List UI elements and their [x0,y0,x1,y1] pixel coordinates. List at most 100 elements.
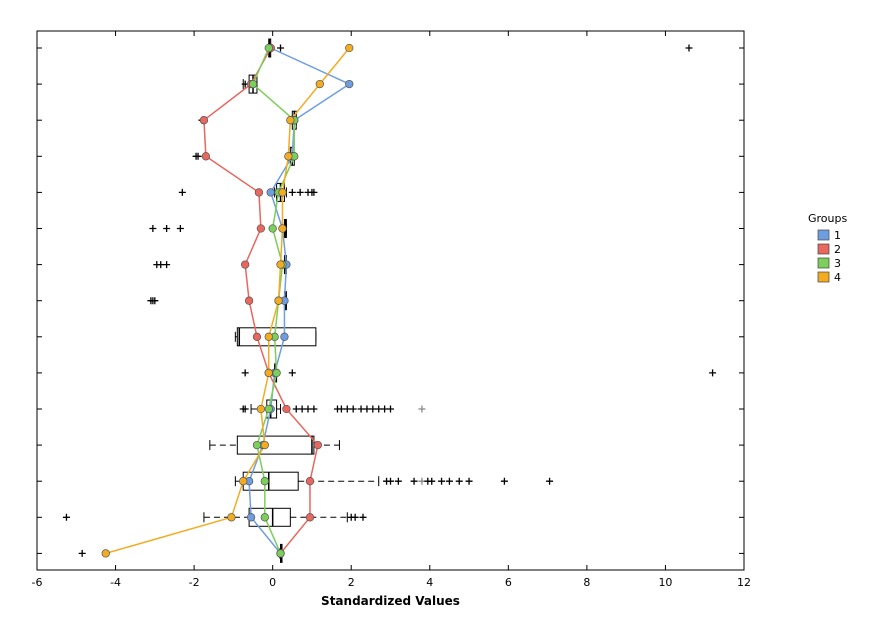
outlier-marker [375,405,383,413]
x-tick-label: 4 [426,576,433,589]
data-point [256,404,266,414]
legend-label: 2 [834,243,841,256]
outlier-marker [500,477,508,485]
series-points-4 [101,43,354,558]
outlier-marker [241,369,249,377]
outlier-marker [359,513,367,521]
outlier-marker [418,405,426,413]
outlier-marker [709,369,717,377]
data-point [246,513,256,522]
x-tick-label: 12 [737,576,751,589]
outlier-marker [310,405,318,413]
outlier-marker [296,188,304,196]
outlier-marker [62,513,70,521]
data-point [276,549,285,558]
data-point [345,43,354,53]
plot-area [36,30,745,571]
data-point [276,260,285,269]
x-tick-label: 2 [348,576,355,589]
outlier-marker [387,477,394,485]
legend-title: Groups [808,212,847,225]
outlier-marker [351,513,359,521]
x-tick-label: 6 [505,576,512,589]
x-tick-label: 8 [583,576,590,589]
data-point [248,79,258,89]
outlier-marker [151,297,159,305]
data-point [201,152,211,161]
legend-swatch [817,229,830,241]
x-axis: -6 -4 -2 0 2 4 6 8 10 12 [32,31,751,589]
data-point [305,477,315,486]
outlier-marker [445,477,453,485]
data-point [256,224,266,233]
data-point [264,332,273,341]
x-tick-label: -4 [110,576,121,589]
outlier-marker [292,405,300,413]
legend-label: 3 [834,257,841,270]
outlier-marker [410,477,418,485]
outlier-marker [298,405,306,413]
data-point [305,513,315,522]
outlier-marker [418,477,426,485]
outlier-marker [381,405,389,413]
outlier-marker [241,405,249,413]
outlier-marker [546,477,554,485]
data-point [315,79,324,89]
data-point [254,188,264,197]
legend-swatch [817,243,830,255]
outlier-marker [428,477,436,485]
outlier-marker [163,225,171,232]
outlier-marker [78,549,86,557]
legend-swatch [817,257,830,269]
outlier-marker [277,44,285,52]
data-point [199,116,209,125]
outlier-marker [438,477,446,485]
outlier-marker [176,225,184,232]
outlier-marker [394,477,402,485]
data-point [101,549,110,558]
box [236,435,315,455]
data-point [260,477,269,486]
data-point [239,477,248,486]
data-point [313,440,322,450]
data-point [280,332,289,341]
outlier-marker [349,405,357,413]
x-tick-label: 10 [658,576,672,589]
series-points-3 [248,43,299,558]
legend-label: 1 [834,229,841,242]
data-point [264,43,273,53]
x-tick-label: 0 [269,576,276,589]
outlier-marker [369,405,377,413]
data-point [274,296,283,305]
data-point [260,440,269,450]
outlier-marker [363,405,371,413]
outlier-marker [310,188,318,196]
x-tick-label: -6 [32,576,43,589]
data-point [264,404,273,414]
data-point [284,152,293,161]
data-point [264,368,273,378]
outlier-marker [387,405,394,413]
data-point [282,404,291,414]
data-point [252,440,262,450]
data-point [272,368,281,378]
data-point [241,260,250,269]
data-point [278,188,287,197]
legend-swatch [817,271,830,283]
data-point [260,513,269,522]
data-point [244,296,254,305]
outlier-marker [337,405,345,413]
data-point [266,188,275,197]
data-point [278,224,287,233]
x-tick-label: -2 [189,576,200,589]
box-row [234,471,554,491]
outlier-marker [455,477,463,485]
outlier-marker [163,261,171,269]
outlier-marker [194,152,202,160]
outlier-marker [357,405,365,413]
data-point [345,79,354,89]
y-axis [37,47,744,554]
data-point [286,116,295,125]
outlier-marker [178,188,186,196]
